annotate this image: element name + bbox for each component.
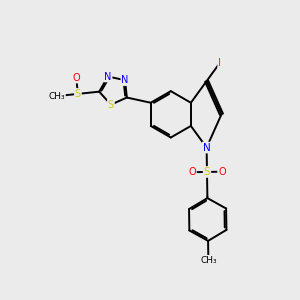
Text: N: N [121, 75, 129, 85]
Text: S: S [75, 89, 81, 99]
Text: N: N [104, 71, 112, 82]
Text: CH₃: CH₃ [48, 92, 65, 100]
Text: S: S [108, 100, 114, 110]
Text: O: O [72, 73, 80, 82]
Text: I: I [218, 58, 221, 68]
Text: O: O [188, 167, 196, 177]
Text: O: O [218, 167, 226, 177]
Text: CH₃: CH₃ [200, 256, 217, 265]
Text: N: N [203, 142, 211, 153]
Text: S: S [204, 167, 210, 177]
